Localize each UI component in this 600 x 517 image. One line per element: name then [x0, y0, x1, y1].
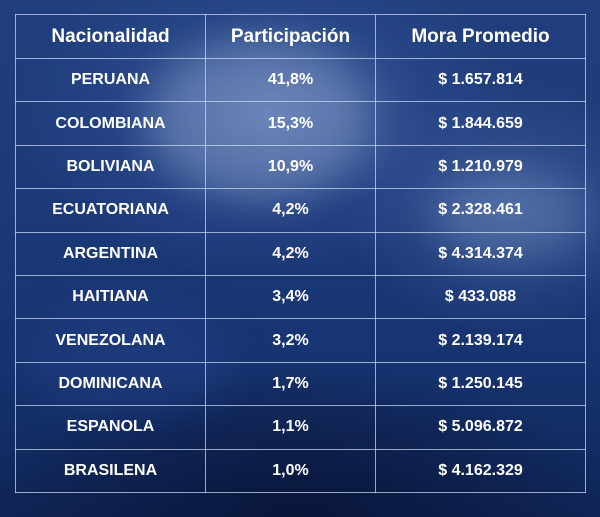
cell-mora-promedio: $ 5.096.872	[375, 405, 586, 450]
cell-participacion: 4,2%	[205, 231, 376, 276]
cell-participacion: 41,8%	[205, 57, 376, 103]
cell-mora-promedio: $ 2.139.174	[375, 318, 586, 363]
table-row: COLOMBIANA 15,3% $ 1.844.659	[15, 101, 586, 146]
header-participacion: Participación	[205, 14, 376, 59]
table-row: ESPANOLA 1,1% $ 5.096.872	[15, 405, 586, 450]
table-row: ARGENTINA 4,2% $ 4.314.374	[15, 231, 586, 276]
cell-nacionalidad: COLOMBIANA	[15, 101, 206, 146]
cell-nacionalidad: PERUANA	[15, 57, 206, 103]
cell-nacionalidad: HAITIANA	[15, 274, 206, 320]
table-row: BRASILENA 1,0% $ 4.162.329	[15, 448, 586, 494]
cell-nacionalidad: ESPANOLA	[15, 405, 206, 450]
cell-mora-promedio: $ 1.844.659	[375, 101, 586, 146]
cell-participacion: 3,2%	[205, 318, 376, 363]
header-mora-promedio: Mora Promedio	[375, 14, 586, 59]
cell-nacionalidad: BRASILENA	[15, 448, 206, 494]
cell-mora-promedio: $ 1.657.814	[375, 57, 586, 103]
cell-mora-promedio: $ 1.210.979	[375, 144, 586, 190]
cell-mora-promedio: $ 4.162.329	[375, 448, 586, 494]
header-row: Nacionalidad Participación Mora Promedio	[15, 14, 586, 59]
cell-mora-promedio: $ 2.328.461	[375, 188, 586, 233]
cell-participacion: 10,9%	[205, 144, 376, 190]
cell-participacion: 1,1%	[205, 405, 376, 450]
cell-participacion: 1,0%	[205, 448, 376, 494]
cell-nacionalidad: ARGENTINA	[15, 231, 206, 276]
table-body: PERUANA 41,8% $ 1.657.814 COLOMBIANA 15,…	[15, 57, 586, 494]
cell-mora-promedio: $ 1.250.145	[375, 361, 586, 407]
table-row: BOLIVIANA 10,9% $ 1.210.979	[15, 144, 586, 190]
cell-nacionalidad: ECUATORIANA	[15, 188, 206, 233]
table-row: PERUANA 41,8% $ 1.657.814	[15, 57, 586, 103]
table-row: DOMINICANA 1,7% $ 1.250.145	[15, 361, 586, 407]
header-nacionalidad: Nacionalidad	[15, 14, 206, 59]
table-row: VENEZOLANA 3,2% $ 2.139.174	[15, 318, 586, 363]
nationality-table: Nacionalidad Participación Mora Promedio…	[15, 14, 586, 494]
cell-mora-promedio: $ 433.088	[375, 274, 586, 320]
cell-participacion: 1,7%	[205, 361, 376, 407]
table-header: Nacionalidad Participación Mora Promedio	[15, 14, 586, 59]
cell-participacion: 3,4%	[205, 274, 376, 320]
cell-nacionalidad: DOMINICANA	[15, 361, 206, 407]
cell-nacionalidad: BOLIVIANA	[15, 144, 206, 190]
table-row: HAITIANA 3,4% $ 433.088	[15, 274, 586, 320]
cell-nacionalidad: VENEZOLANA	[15, 318, 206, 363]
cell-participacion: 4,2%	[205, 188, 376, 233]
table-row: ECUATORIANA 4,2% $ 2.328.461	[15, 188, 586, 233]
cell-participacion: 15,3%	[205, 101, 376, 146]
cell-mora-promedio: $ 4.314.374	[375, 231, 586, 276]
